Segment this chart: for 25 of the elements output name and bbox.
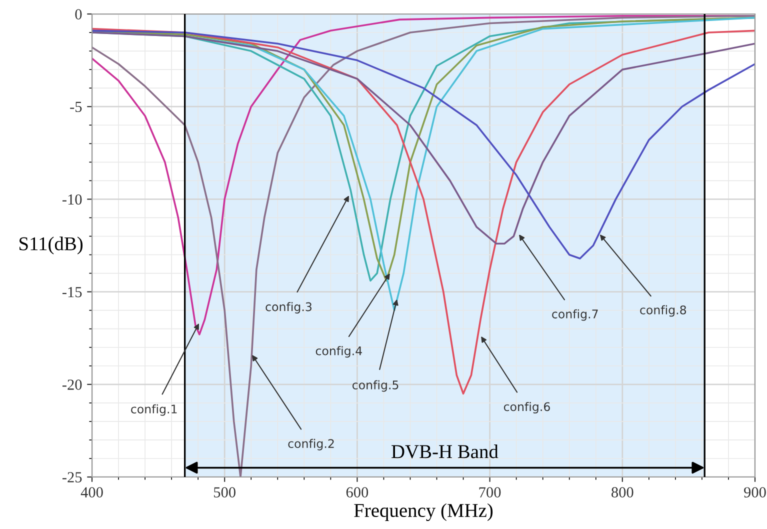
band-label: DVB-H Band (392, 444, 498, 458)
y-tick-label: -10 (62, 194, 82, 205)
line-series (92, 28, 755, 395)
annotation: config.4 (316, 346, 362, 358)
x-tick-label: 700 (479, 487, 501, 498)
x-tick-label: 600 (346, 487, 368, 498)
y-axis-title: S11(dB) (20, 236, 83, 254)
annotation: config.8 (640, 305, 686, 317)
annotation: config.3 (266, 302, 312, 314)
x-tick-label: 800 (612, 487, 634, 498)
x-tick-label: 400 (80, 487, 103, 498)
y-tick-label: -20 (62, 380, 82, 390)
annotation: config.6 (504, 402, 550, 414)
y-tick-label: 0 (75, 9, 82, 20)
y-tick-label: -15 (62, 287, 82, 298)
x-axis-title: Frequency (MHz) (354, 503, 493, 522)
annotation: config.7 (552, 309, 598, 321)
annotation: config.5 (352, 380, 398, 392)
y-tick-label: -25 (62, 472, 82, 482)
x-tick-label: 500 (214, 487, 236, 498)
y-tick-label: -5 (70, 102, 82, 112)
line-series (92, 14, 755, 477)
x-tick-label: 900 (744, 487, 766, 498)
annotation: config.1 (131, 404, 177, 416)
annotation: config.2 (288, 438, 334, 450)
